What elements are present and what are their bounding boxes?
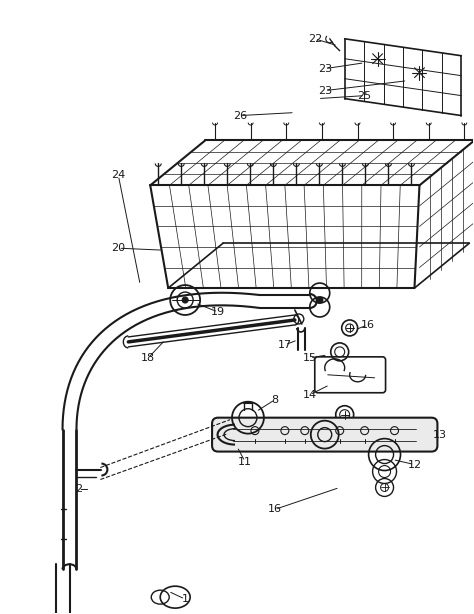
Text: 18: 18 [141, 353, 155, 363]
Circle shape [182, 297, 188, 303]
Text: 17: 17 [278, 340, 292, 350]
Text: 23: 23 [318, 85, 332, 96]
Text: 15: 15 [303, 353, 317, 363]
Text: 25: 25 [357, 91, 372, 101]
Text: 24: 24 [111, 171, 126, 181]
Text: 23: 23 [318, 64, 332, 74]
Text: 13: 13 [432, 430, 447, 440]
Circle shape [317, 297, 323, 303]
Text: 20: 20 [111, 243, 126, 253]
Text: 14: 14 [303, 390, 317, 400]
Text: 12: 12 [408, 459, 421, 470]
Text: 26: 26 [233, 111, 247, 120]
Text: 8: 8 [271, 395, 278, 405]
FancyBboxPatch shape [212, 418, 438, 451]
Text: 22: 22 [308, 34, 322, 44]
Text: 19: 19 [211, 307, 225, 317]
Text: 16: 16 [268, 505, 282, 515]
Text: 16: 16 [361, 320, 374, 330]
Text: 11: 11 [238, 457, 252, 467]
Text: 2: 2 [75, 484, 82, 494]
Text: 1: 1 [182, 594, 189, 604]
